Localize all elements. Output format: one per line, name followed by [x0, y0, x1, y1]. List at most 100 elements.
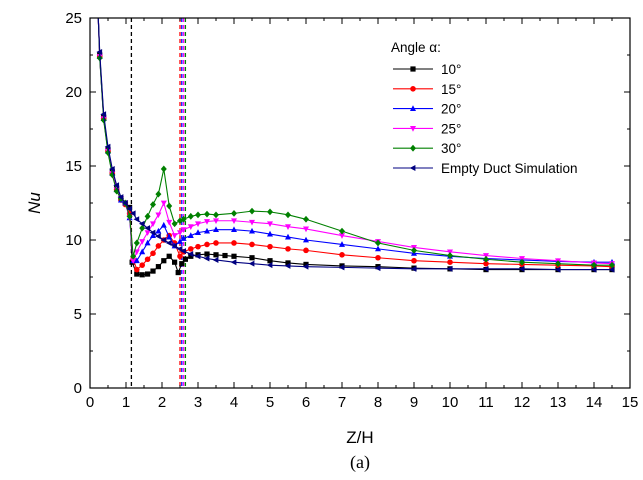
y-tick-label: 20 — [65, 84, 82, 101]
series-line — [97, 18, 613, 265]
marker-triangle-down — [339, 233, 345, 239]
x-tick-label: 12 — [514, 394, 531, 411]
marker-triangle-left — [155, 233, 161, 240]
marker-diamond — [591, 261, 597, 269]
marker-square — [166, 253, 172, 259]
marker-triangle-left — [338, 264, 345, 271]
marker-square — [213, 252, 219, 258]
marker-triangle-up — [144, 239, 151, 246]
x-tick-label: 6 — [302, 394, 310, 411]
marker-diamond — [144, 212, 151, 220]
marker-triangle-down — [171, 233, 178, 239]
legend-item: 25° — [393, 121, 461, 136]
marker-circle — [177, 253, 183, 260]
marker-circle — [204, 241, 210, 248]
marker-triangle-left — [144, 225, 150, 232]
marker-square — [204, 251, 210, 257]
marker-triangle-left — [554, 266, 561, 273]
marker-circle — [150, 250, 156, 257]
marker-circle — [188, 246, 194, 252]
marker-diamond — [160, 165, 167, 173]
marker-triangle-left — [302, 263, 309, 270]
marker-triangle-left — [284, 262, 291, 269]
marker-triangle-up — [339, 241, 345, 247]
y-tick-label: 5 — [74, 306, 82, 323]
x-tick-label: 4 — [230, 394, 238, 411]
marker-triangle-left — [138, 220, 145, 227]
series-5 — [96, 18, 615, 273]
marker-diamond — [555, 260, 561, 268]
legend: Angle α:10° 15° 20° 25° 30° Empty Duct Simula… — [391, 40, 578, 176]
x-axis-title: Z/H — [346, 428, 373, 447]
marker-diamond — [249, 207, 255, 215]
marker-square — [182, 256, 188, 262]
legend-item: 30° — [393, 141, 461, 156]
legend-label: Empty Duct Simulation — [441, 161, 578, 176]
marker-square — [161, 258, 167, 264]
marker-triangle-left — [121, 200, 128, 206]
legend-item: 10° — [393, 62, 461, 77]
marker-square — [249, 255, 255, 261]
marker-triangle-up — [303, 236, 309, 243]
marker-triangle-up — [410, 105, 416, 111]
marker-triangle-left — [212, 256, 219, 263]
marker-circle — [285, 246, 291, 252]
marker-square — [179, 261, 185, 267]
marker-triangle-down — [187, 224, 194, 230]
marker-diamond — [231, 209, 237, 217]
marker-triangle-up — [180, 235, 187, 241]
legend-item: 15° — [393, 82, 461, 97]
marker-triangle-down — [130, 258, 137, 265]
series-line — [97, 18, 612, 266]
marker-diamond — [105, 149, 111, 157]
legend-label: 30° — [441, 141, 461, 156]
marker-triangle-down — [144, 230, 151, 236]
legend-label: 15° — [441, 82, 461, 97]
marker-triangle-left — [266, 262, 273, 269]
marker-diamond — [410, 144, 416, 152]
marker-triangle-left — [96, 49, 103, 56]
marker-triangle-left — [518, 265, 525, 272]
vertical-markers — [130, 18, 187, 388]
marker-triangle-left — [133, 216, 140, 223]
x-tick-label: 1 — [122, 394, 130, 411]
marker-diamond — [113, 187, 120, 195]
marker-triangle-left — [248, 260, 255, 267]
marker-diamond — [213, 211, 219, 219]
marker-triangle-left — [590, 266, 597, 273]
legend-item: 20° — [393, 102, 461, 117]
marker-triangle-up — [177, 238, 183, 244]
y-tick-label: 25 — [65, 10, 82, 27]
marker-diamond — [483, 255, 489, 263]
marker-triangle-down — [155, 212, 162, 219]
marker-diamond — [133, 239, 140, 247]
legend-item: Empty Duct Simulation — [393, 161, 578, 176]
marker-triangle-down — [195, 221, 201, 228]
marker-triangle-up — [231, 226, 237, 233]
marker-triangle-down — [410, 126, 416, 132]
x-tick-label: 14 — [586, 394, 603, 411]
legend-label: 10° — [441, 62, 461, 77]
marker-diamond — [130, 252, 137, 260]
marker-diamond — [139, 224, 146, 232]
y-tick-label: 10 — [65, 232, 82, 249]
marker-square — [410, 66, 416, 72]
marker-circle — [195, 243, 201, 250]
x-tick-label: 13 — [550, 394, 567, 411]
marker-square — [175, 269, 181, 276]
marker-circle — [483, 260, 489, 267]
marker-square — [267, 258, 273, 264]
y-axis-title: Nu — [25, 192, 44, 214]
marker-triangle-up — [204, 227, 210, 234]
marker-triangle-left — [149, 229, 156, 236]
x-tick-label: 7 — [338, 394, 346, 411]
marker-triangle-left — [608, 266, 615, 273]
marker-triangle-up — [187, 232, 194, 238]
marker-triangle-down — [160, 200, 167, 207]
marker-triangle-left — [409, 165, 416, 171]
x-tick-label: 5 — [266, 394, 274, 411]
marker-triangle-down — [249, 219, 255, 226]
plot-area — [96, 18, 615, 278]
x-tick-label: 10 — [442, 394, 459, 411]
marker-triangle-down — [213, 218, 219, 225]
